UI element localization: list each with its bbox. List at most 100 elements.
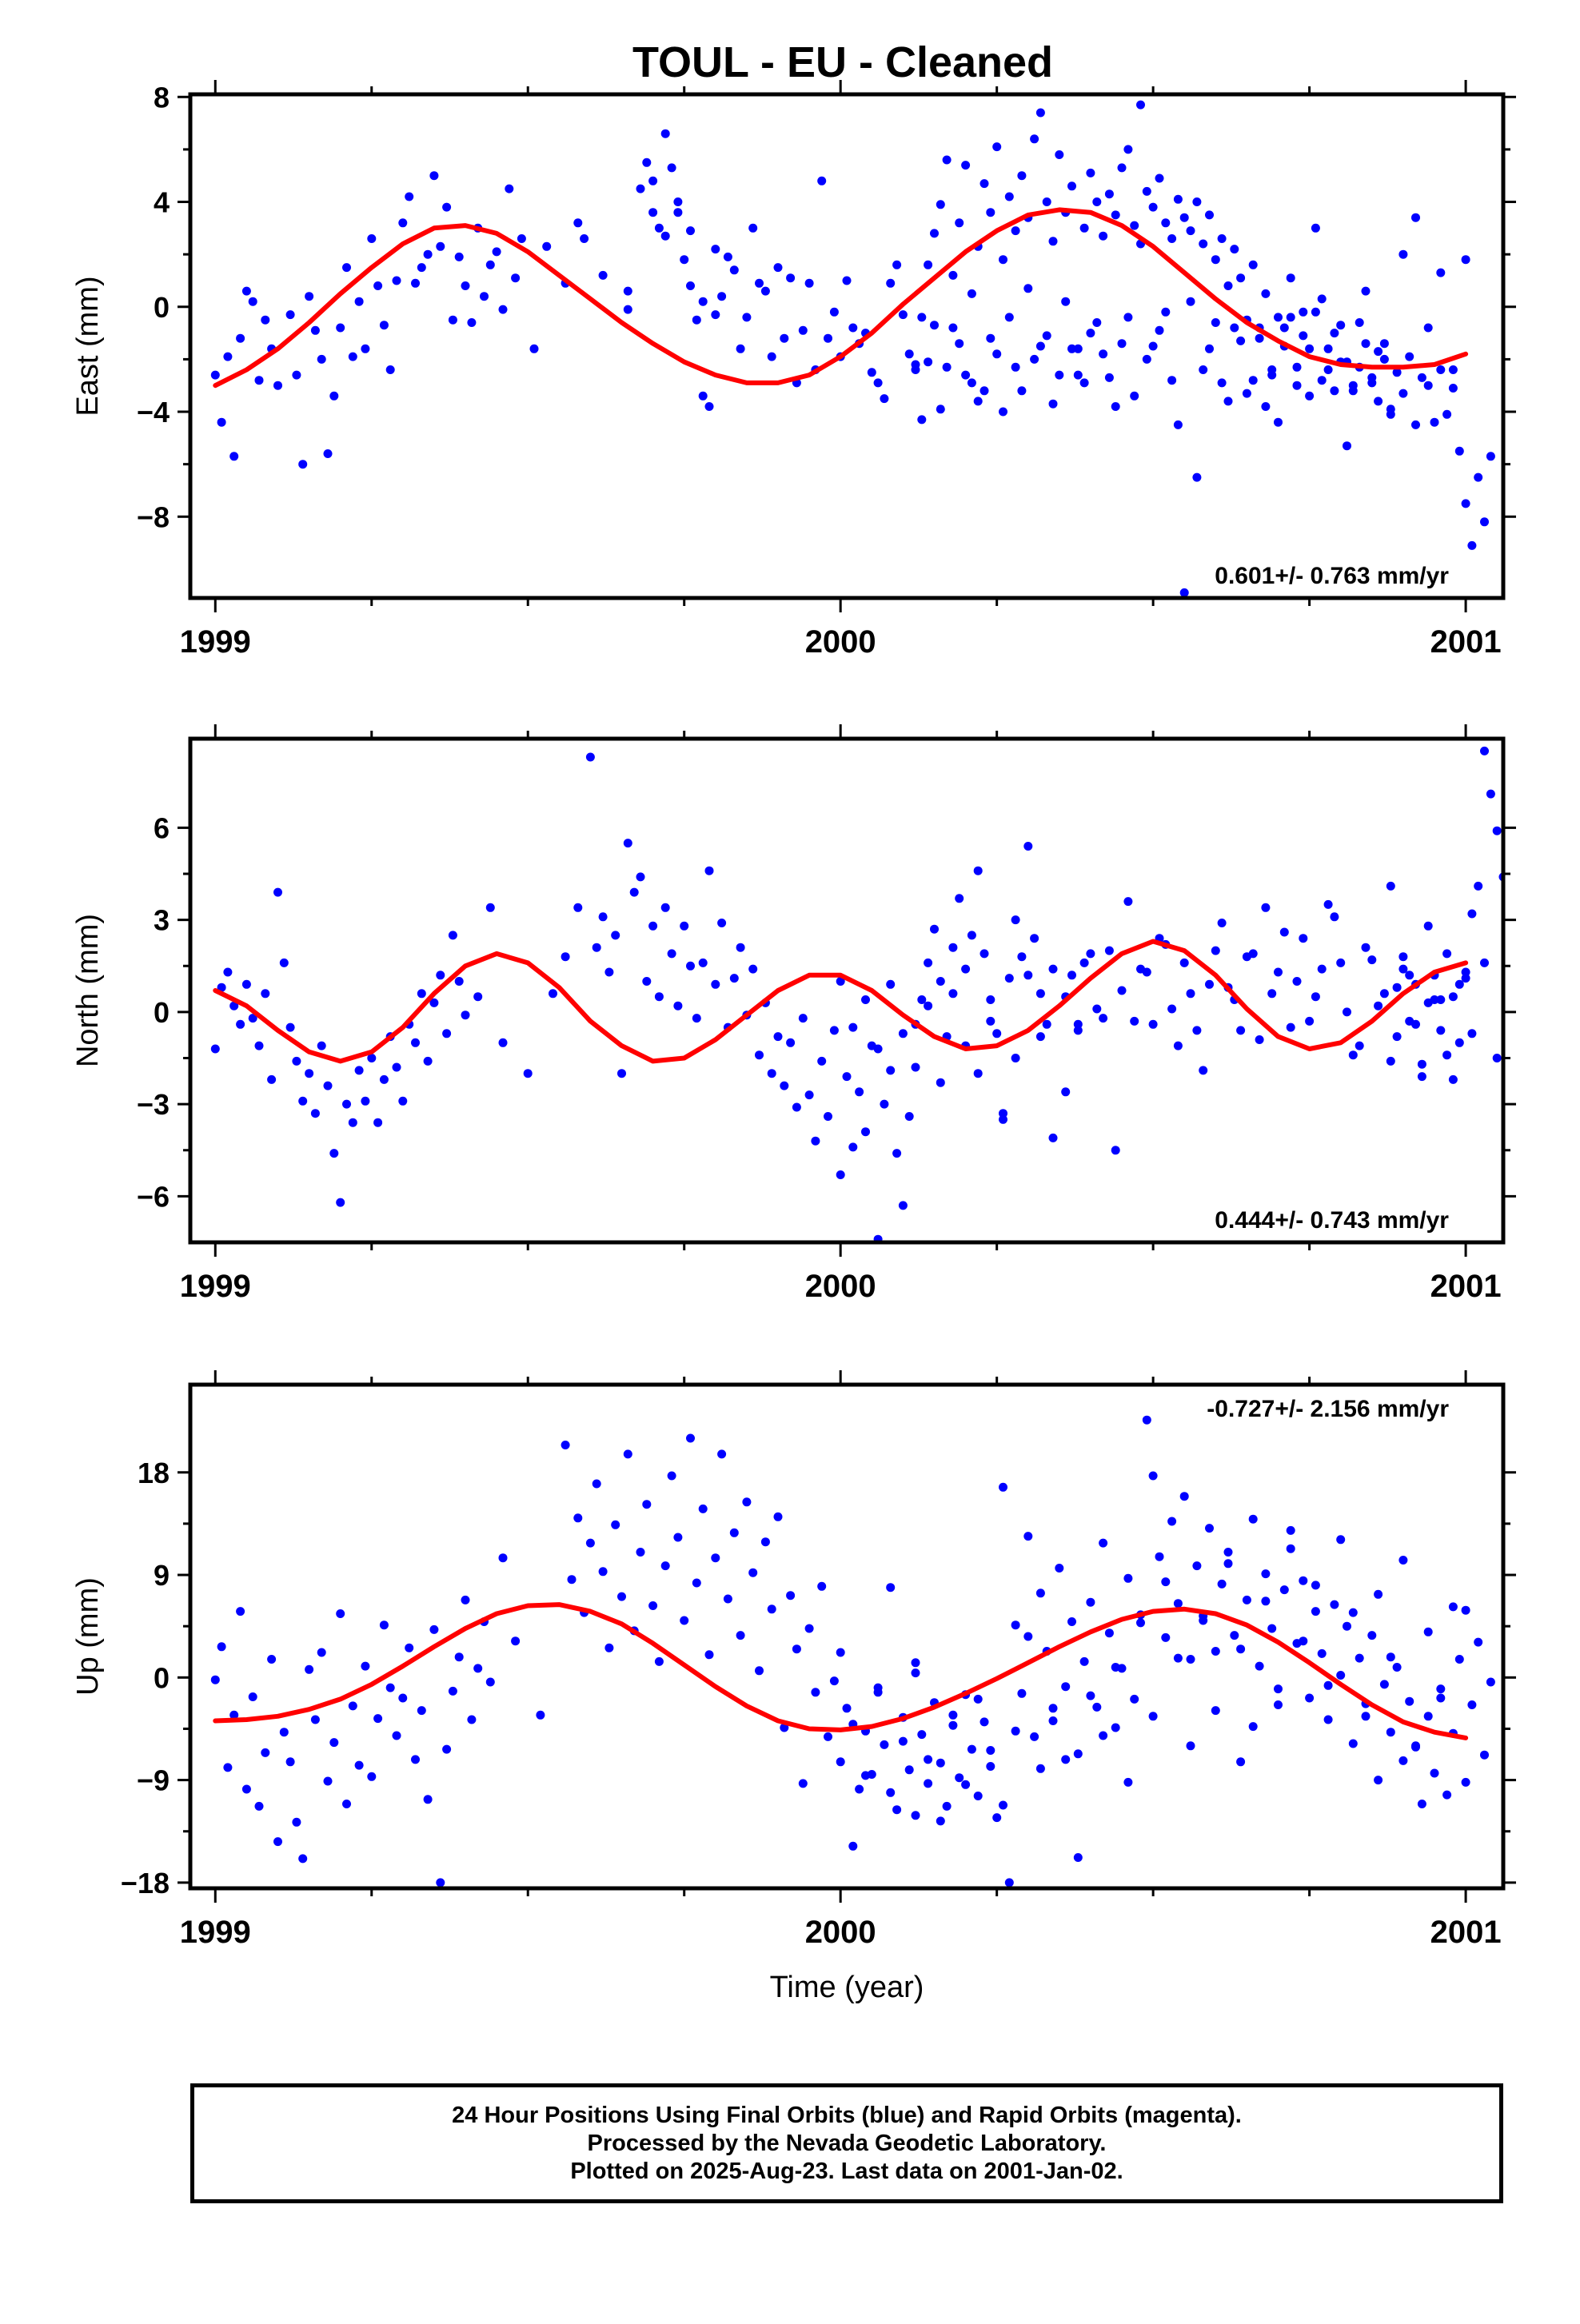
- east-data-point: [1323, 344, 1333, 353]
- up-data-point: [336, 1609, 345, 1618]
- north-data-point: [611, 931, 620, 940]
- up-data-point: [1261, 1569, 1271, 1579]
- north-data-point: [1123, 897, 1133, 907]
- east-data-point: [686, 226, 695, 236]
- east-data-point: [1161, 218, 1171, 228]
- up-data-point: [1255, 1661, 1264, 1671]
- north-data-point: [342, 1099, 351, 1109]
- north-data-point: [1023, 842, 1033, 851]
- up-data-point: [1186, 1741, 1195, 1751]
- up-data-point: [573, 1513, 583, 1523]
- east-data-point: [673, 208, 683, 217]
- up-data-point: [1386, 1652, 1395, 1662]
- north-data-point: [924, 1001, 933, 1011]
- east-data-point: [1155, 325, 1164, 335]
- east-y-tick-label: 0: [154, 291, 170, 324]
- north-data-point: [1073, 1026, 1083, 1035]
- east-data-point: [1205, 344, 1214, 353]
- north-data-point: [1392, 1032, 1402, 1042]
- up-data-point: [1173, 1599, 1183, 1608]
- up-data-point: [1274, 1700, 1283, 1709]
- east-data-point: [723, 252, 732, 261]
- up-data-point: [241, 1784, 251, 1794]
- north-data-point: [592, 943, 601, 952]
- east-data-point: [848, 323, 858, 333]
- north-data-point: [1217, 919, 1227, 927]
- north-data-point: [1423, 998, 1433, 1007]
- up-data-point: [1442, 1790, 1452, 1800]
- up-data-point: [973, 1694, 983, 1704]
- east-y-tick-label: −8: [137, 500, 170, 533]
- east-data-point: [942, 155, 952, 165]
- east-data-point: [1111, 402, 1120, 411]
- north-y-tick-label: −6: [137, 1180, 170, 1213]
- up-data-point: [1161, 1632, 1171, 1642]
- footer-line-3: Plotted on 2025-Aug-23. Last data on 200…: [570, 2158, 1123, 2184]
- up-data-point: [1248, 1722, 1258, 1732]
- up-data-point: [1079, 1656, 1089, 1666]
- up-data-point: [829, 1676, 839, 1686]
- up-data-point: [717, 1449, 727, 1459]
- north-data-point: [873, 1044, 883, 1054]
- north-data-point: [1167, 1004, 1177, 1014]
- up-data-point: [1130, 1694, 1139, 1704]
- east-data-point: [1161, 307, 1171, 317]
- up-data-point: [385, 1683, 395, 1692]
- up-data-point: [673, 1533, 683, 1542]
- east-data-point: [1167, 234, 1177, 243]
- east-data-point: [385, 365, 395, 374]
- up-data-point: [1305, 1693, 1315, 1703]
- up-data-point: [980, 1717, 989, 1727]
- up-data-point: [736, 1631, 745, 1640]
- up-data-point: [861, 1771, 870, 1780]
- up-data-point: [1279, 1585, 1289, 1595]
- up-data-point: [1454, 1655, 1464, 1664]
- east-data-point: [986, 333, 995, 343]
- up-data-point: [361, 1661, 370, 1671]
- up-data-point: [824, 1732, 832, 1741]
- footer-line-2: Processed by the Nevada Geodetic Laborat…: [587, 2130, 1107, 2156]
- east-data-point: [1411, 213, 1420, 222]
- north-data-point: [1099, 1014, 1108, 1023]
- up-data-point: [1374, 1589, 1383, 1599]
- east-data-point: [285, 310, 295, 320]
- east-data-point: [1286, 313, 1295, 322]
- north-data-point: [1073, 1019, 1083, 1029]
- north-data-point: [948, 943, 958, 952]
- up-data-point: [367, 1772, 377, 1781]
- north-data-point: [1148, 1019, 1158, 1029]
- east-data-point: [1042, 331, 1051, 341]
- east-data-point: [1079, 223, 1089, 233]
- east-data-point: [780, 333, 789, 343]
- north-data-point: [1442, 949, 1452, 959]
- east-points: [210, 100, 1495, 597]
- up-data-point: [1436, 1684, 1446, 1694]
- east-data-point: [1042, 197, 1051, 206]
- up-data-point: [592, 1479, 601, 1489]
- north-y-tick-label: 3: [154, 904, 170, 937]
- north-y-tick-label: 0: [154, 996, 170, 1029]
- up-points: [210, 1415, 1495, 1888]
- up-data-point: [604, 1643, 614, 1652]
- east-data-point: [1011, 362, 1020, 372]
- up-data-point: [811, 1688, 820, 1697]
- east-data-point: [648, 208, 658, 217]
- east-data-point: [1067, 181, 1076, 191]
- east-data-point: [1217, 378, 1227, 388]
- up-data-point: [1148, 1712, 1158, 1721]
- up-data-point: [748, 1568, 758, 1577]
- north-data-point: [1035, 989, 1045, 999]
- up-data-point: [755, 1666, 764, 1676]
- east-data-point: [1192, 472, 1202, 482]
- east-data-point: [660, 129, 670, 138]
- up-plot-frame: [188, 1382, 1506, 1891]
- east-y-axis-label: East (mm): [71, 276, 105, 416]
- up-data-point: [1336, 1671, 1346, 1680]
- north-data-point: [811, 1136, 820, 1146]
- north-data-point: [1061, 1087, 1071, 1097]
- north-data-point: [229, 1001, 239, 1011]
- east-data-point: [704, 402, 714, 411]
- east-data-point: [1317, 376, 1327, 385]
- north-data-point: [617, 1069, 626, 1078]
- east-data-point: [1230, 323, 1239, 333]
